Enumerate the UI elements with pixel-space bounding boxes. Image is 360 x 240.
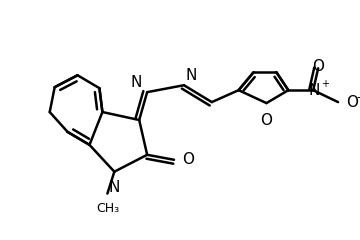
Text: N: N (109, 180, 120, 195)
Text: +: + (321, 79, 329, 89)
Text: N: N (131, 75, 142, 90)
Text: -: - (356, 91, 360, 104)
Text: CH₃: CH₃ (96, 202, 119, 215)
Text: O: O (346, 95, 358, 110)
Text: N: N (186, 68, 197, 83)
Text: O: O (261, 113, 273, 128)
Text: O: O (312, 59, 324, 74)
Text: N: N (309, 83, 320, 98)
Text: O: O (182, 152, 194, 167)
